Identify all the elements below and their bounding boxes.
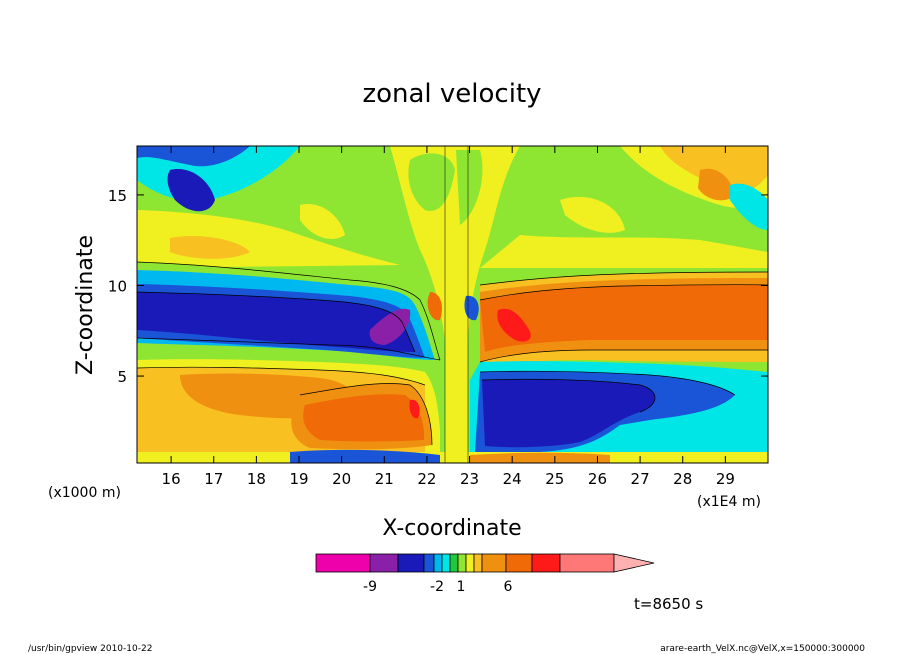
colorbar-swatch [481,553,507,573]
chart-title: zonal velocity [362,79,541,109]
colorbar-swatch [397,553,425,573]
x-tick-label: 18 [247,470,266,488]
y-axis-label: Z-coordinate [73,235,98,375]
x-tick-label: 22 [417,470,436,488]
colorbar-swatch [315,553,371,573]
colorbar-swatch [465,553,475,573]
colorbar [315,553,655,573]
y-axis: 5 10 15 [108,187,768,386]
x-tick-label: 26 [588,470,607,488]
y-tick-label: 5 [117,368,127,386]
colorbar-swatch [433,553,443,573]
x-unit-right: (x1E4 m) [697,494,761,510]
x-tick-label: 20 [332,470,351,488]
footer-right: arare-earth_VelX.nc@VelX,x=150000:300000 [660,644,865,654]
x-tick-label: 23 [460,470,479,488]
colorbar-swatch [473,553,483,573]
colorbar-swatch [449,553,459,573]
contour-lines [137,146,768,463]
time-label: t=8650 s [634,595,703,613]
colorbar-label: 6 [504,579,513,595]
colorbar-swatch [423,553,435,573]
colorbar-swatch [531,553,561,573]
x-axis: 16 17 18 19 20 21 22 23 24 25 26 27 28 29 [162,146,735,488]
colorbar-label: 1 [457,579,466,595]
x-tick-label: 27 [631,470,650,488]
x-tick-label: 28 [673,470,692,488]
colorbar-label: -9 [363,579,377,595]
x-tick-label: 16 [162,470,181,488]
footer-left: /usr/bin/gpview 2010-10-22 [28,644,152,654]
x-unit-left: (x1000 m) [48,485,121,501]
colorbar-swatch [559,553,615,573]
x-tick-label: 25 [545,470,564,488]
colorbar-swatch [441,553,451,573]
colorbar-label: -2 [430,579,444,595]
heatmap-field [137,146,768,463]
colorbar-swatch [369,553,399,573]
x-tick-label: 29 [716,470,735,488]
colorbar-swatch [457,553,467,573]
colorbar-labels: -9 -2 1 6 [363,579,513,595]
x-axis-label: X-coordinate [382,516,521,541]
x-tick-label: 24 [503,470,522,488]
colorbar-swatch [505,553,533,573]
colorbar-extend [613,553,655,573]
x-tick-label: 19 [289,470,308,488]
y-tick-label: 15 [108,187,127,205]
y-tick-label: 10 [108,277,127,295]
x-tick-label: 21 [375,470,394,488]
x-tick-label: 17 [204,470,223,488]
plot-frame [136,145,769,464]
